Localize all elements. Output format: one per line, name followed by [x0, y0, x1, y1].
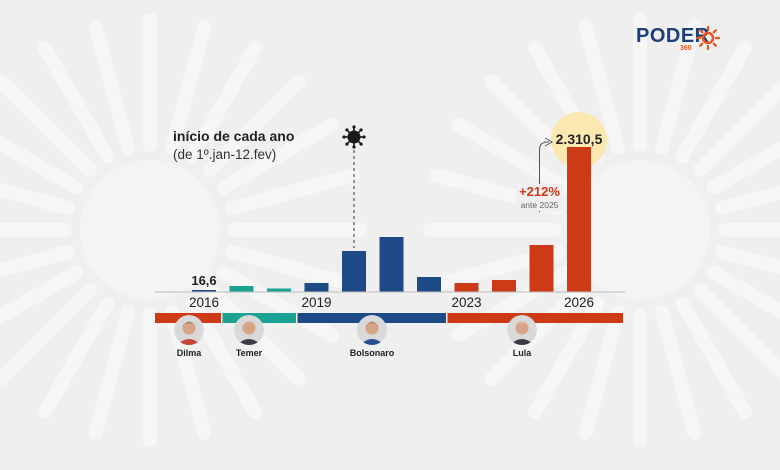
brand-number: 360	[680, 45, 692, 52]
person-name: Lula	[512, 348, 532, 358]
virus-spike-tip	[342, 135, 346, 139]
x-tick-2016: 2016	[189, 295, 219, 310]
decor-ray	[0, 182, 75, 216]
bar-2023	[454, 283, 479, 292]
person-name: Bolsonaro	[349, 348, 395, 358]
decor-ray	[693, 80, 780, 177]
decor-ray	[715, 185, 780, 216]
bar-2024	[492, 280, 516, 292]
decor-ray	[88, 305, 136, 440]
decor-ray	[654, 305, 702, 440]
person-temer: Temer	[214, 315, 284, 358]
temer-portrait-icon	[234, 315, 264, 345]
decor-ray	[164, 20, 212, 155]
value-labels: 16,6 2.310,5	[191, 131, 602, 288]
growth-arrow-line	[539, 141, 549, 212]
background-sunburst-decor	[0, 13, 780, 447]
person-bolsonaro: Bolsonaro	[337, 315, 407, 358]
bolsonaro-portrait-icon	[357, 315, 387, 345]
growth-label-bg	[515, 184, 564, 211]
decor-ray	[0, 265, 84, 325]
bar-2018	[267, 288, 291, 292]
bar-2022	[417, 277, 441, 292]
virus-icon	[342, 125, 366, 149]
virus-spike-tip	[345, 128, 349, 132]
caption-title: início de cada ano	[173, 128, 295, 144]
decor-ray	[0, 283, 97, 386]
chart-caption: início de cada ano (de 1º.jan-12.fev)	[173, 127, 294, 164]
dilma-portrait-icon	[174, 315, 204, 345]
bar-2025	[529, 245, 554, 292]
annotations: +212%ante 2025	[342, 125, 564, 248]
virus-spike-tip	[345, 142, 349, 146]
decor-ray	[38, 296, 115, 419]
bar-2016	[192, 290, 216, 292]
period-band-lula	[447, 313, 623, 323]
decor-disc	[570, 160, 710, 300]
bars-group	[192, 147, 591, 292]
growth-change-label: +212%	[519, 184, 560, 199]
decor-ray	[216, 118, 339, 195]
decor-ray	[675, 41, 752, 164]
virus-spike-tip	[362, 135, 366, 139]
growth-arrow-head	[544, 137, 554, 147]
decor-ray	[216, 265, 339, 342]
value-label-2026: 2.310,5	[556, 131, 603, 147]
virus-spike-tip	[359, 142, 363, 146]
decor-ray	[0, 74, 97, 177]
sun-burst-logo-icon	[696, 26, 720, 50]
decor-ray	[0, 244, 75, 278]
bar-2017	[229, 286, 254, 292]
virus-spike-tip	[352, 125, 356, 129]
period-band-temer	[222, 313, 296, 323]
x-tick-2019: 2019	[301, 295, 331, 310]
bar-2019	[304, 283, 329, 292]
x-tick-2023: 2023	[451, 295, 481, 310]
caption-subtitle: (de 1º.jan-12.fev)	[173, 147, 277, 162]
decor-ray	[225, 244, 360, 292]
decor-ray	[578, 305, 626, 440]
value-label-2016: 16,6	[191, 273, 216, 288]
highlight-circle	[551, 112, 607, 168]
person-lula: Lula	[487, 315, 557, 358]
person-name: Dilma	[176, 348, 202, 358]
virus-spike-tip	[352, 145, 356, 149]
decor-ray	[203, 74, 306, 177]
person-dilma: Dilma	[154, 315, 224, 358]
decor-disc	[80, 160, 220, 300]
lula-portrait-icon	[507, 315, 537, 345]
bar-2026	[567, 147, 591, 292]
decor-ray	[654, 20, 702, 155]
decor-ray	[0, 135, 84, 195]
highlight-circle	[551, 112, 607, 168]
x-tick-labels: 2016 2019 2023 2026	[189, 295, 594, 310]
brand-name: PODER	[636, 25, 710, 47]
person-name: Temer	[235, 348, 263, 358]
decor-ray	[706, 265, 780, 319]
x-tick-2026: 2026	[564, 295, 594, 310]
decor-ray	[451, 118, 574, 195]
decor-ray	[225, 168, 360, 216]
growth-ref-label: ante 2025	[521, 200, 559, 210]
decor-ray	[693, 283, 780, 380]
decor-ray	[578, 20, 626, 155]
bar-2020	[342, 251, 366, 292]
decor-ray	[38, 41, 115, 164]
virus-body	[347, 130, 361, 144]
brand-logo[interactable]: PODER 360	[636, 24, 720, 54]
decor-ray	[185, 41, 262, 164]
decor-ray	[675, 296, 752, 419]
decor-ray	[88, 20, 136, 155]
bar-2021	[379, 237, 404, 292]
decor-ray	[715, 244, 780, 275]
decor-ray	[706, 141, 780, 195]
virus-spike-tip	[359, 128, 363, 132]
